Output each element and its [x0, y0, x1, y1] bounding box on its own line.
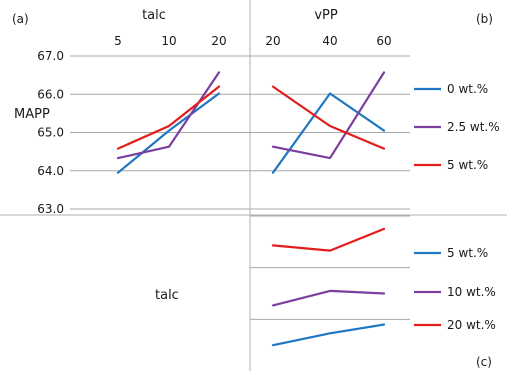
- x-tick-label-talc: 5: [114, 34, 122, 48]
- panel-c-series-line-1: [271, 289, 386, 307]
- legend-label-ab: 0 wt.%: [447, 82, 488, 96]
- y-tick-label: 64.0: [37, 164, 64, 178]
- panel-a-series-line-2: [116, 85, 221, 150]
- y-tick-label: 65.0: [37, 126, 64, 140]
- legend-label-c: 5 wt.%: [447, 246, 488, 260]
- x-tick-label-vpp: 20: [265, 34, 280, 48]
- panel-a-series-line-0: [116, 92, 221, 174]
- y-tick-label: 63.0: [37, 202, 64, 216]
- legend-label-ab: 5 wt.%: [447, 158, 488, 172]
- y-tick-label: 66.0: [37, 87, 64, 101]
- panel-b-series-line-1: [271, 71, 386, 160]
- panel-b-series-line-0: [271, 92, 386, 174]
- y-tick-label: 67.0: [37, 49, 64, 63]
- legend-label-c: 10 wt.%: [447, 285, 496, 299]
- x-tick-label-vpp: 60: [376, 34, 391, 48]
- legend-label-c: 20 wt.%: [447, 318, 496, 332]
- lower-left-label: talc: [155, 288, 179, 303]
- x-tick-label-vpp: 40: [322, 34, 337, 48]
- vpp-axis-title: vPP: [314, 8, 338, 23]
- panel-b-series-line-2: [271, 85, 386, 150]
- talc-axis-title: talc: [142, 8, 166, 23]
- x-tick-label-talc: 20: [211, 34, 226, 48]
- x-tick-label-talc: 10: [161, 34, 176, 48]
- legend-label-ab: 2.5 wt.%: [447, 120, 500, 134]
- panel-c-series-line-0: [271, 323, 386, 347]
- panel-a-label: (a): [12, 12, 29, 26]
- panel-c-series-line-2: [271, 227, 386, 252]
- y-axis-label: MAPP: [14, 107, 50, 122]
- panel-c-label: (c): [476, 355, 492, 369]
- panel-a-series-line-1: [116, 71, 221, 160]
- panel-b-label: (b): [476, 12, 493, 26]
